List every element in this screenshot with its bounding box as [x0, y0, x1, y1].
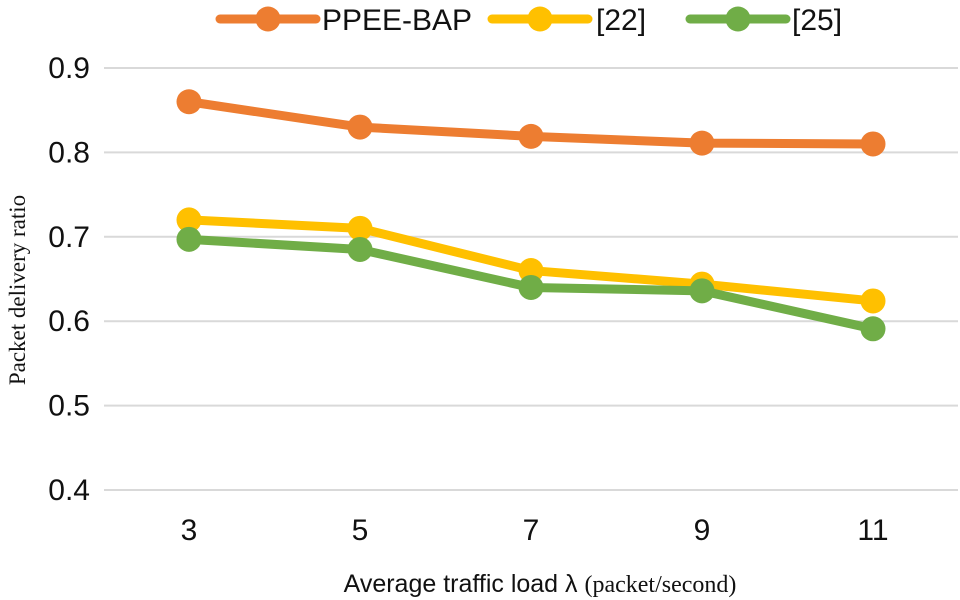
data-point-22	[860, 288, 886, 314]
data-point-25	[518, 274, 544, 300]
legend-swatch-marker	[527, 6, 553, 32]
data-point-ppee-bap	[176, 89, 202, 115]
legend-swatch-marker	[255, 6, 281, 32]
y-tick-label: 0.5	[48, 390, 90, 423]
data-point-22	[176, 207, 202, 233]
data-point-ppee-bap	[347, 114, 373, 140]
x-tick-label: 11	[857, 514, 888, 547]
x-axis-label-unit: (packet/second)	[584, 572, 736, 598]
y-tick-label: 0.8	[48, 136, 90, 169]
y-tick-label: 0.9	[48, 52, 90, 85]
data-point-25	[176, 226, 202, 252]
x-tick-label: 3	[181, 514, 198, 547]
data-point-25	[689, 278, 715, 304]
x-tick-label: 7	[523, 514, 540, 547]
legend-label: [25]	[792, 4, 842, 37]
series-ppee-bap	[176, 89, 886, 157]
x-tick-label: 9	[694, 514, 711, 547]
legend-label: [22]	[596, 4, 646, 37]
data-point-22	[347, 215, 373, 241]
gridlines	[104, 67, 958, 491]
y-tick-label: 0.4	[48, 474, 90, 507]
x-axis-label: Average traffic load λ (packet/second)	[344, 570, 737, 598]
y-axis-label: Packet delivery ratio	[5, 195, 30, 385]
x-axis-ticks: 3 5 7 9 11	[181, 514, 889, 547]
data-point-25	[860, 316, 886, 342]
legend-item-25: [25]	[685, 4, 842, 37]
data-point-ppee-bap	[518, 123, 544, 149]
legend: PPEE-BAP [22] [25]	[215, 4, 842, 37]
y-tick-label: 0.6	[48, 305, 90, 338]
legend-item-22: [22]	[487, 4, 646, 37]
x-tick-label: 5	[352, 514, 369, 547]
data-point-ppee-bap	[860, 131, 886, 157]
y-axis-ticks: 0.4 0.5 0.6 0.7 0.8 0.9	[48, 52, 90, 507]
legend-item-ppee-bap: PPEE-BAP	[215, 4, 472, 37]
data-point-25	[347, 236, 373, 262]
data-point-ppee-bap	[689, 130, 715, 156]
legend-label: PPEE-BAP	[322, 4, 472, 37]
series-25	[176, 226, 886, 342]
x-axis-label-main: Average traffic load λ	[344, 570, 585, 598]
legend-swatch-marker	[725, 6, 751, 32]
series-group	[176, 89, 886, 342]
y-tick-label: 0.7	[48, 221, 90, 254]
